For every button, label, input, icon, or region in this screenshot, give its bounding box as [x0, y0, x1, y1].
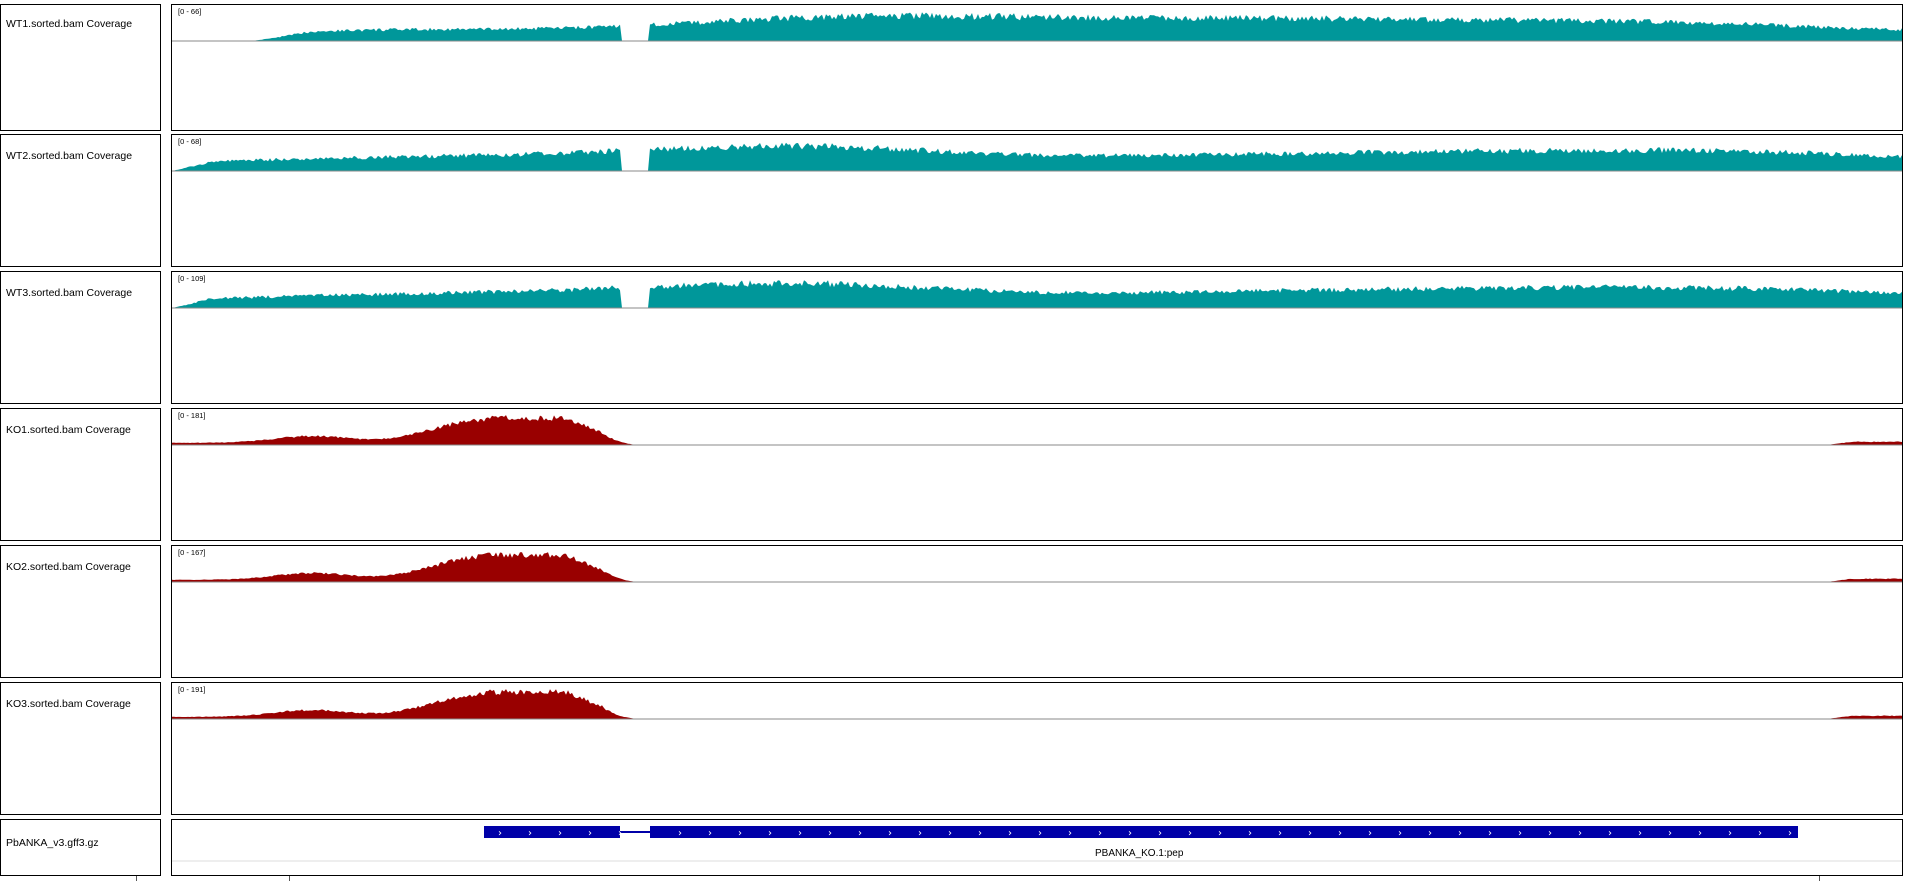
strand-arrow: › [1488, 828, 1492, 839]
track-name-label: KO1.sorted.bam Coverage [6, 424, 131, 436]
ruler-tick [1819, 876, 1820, 881]
data-range-label: [0 - 68] [178, 137, 202, 146]
strand-arrow: › [1608, 828, 1612, 839]
strand-arrow: › [1788, 828, 1792, 839]
ruler-tick [289, 876, 290, 881]
strand-arrow: › [498, 828, 502, 839]
coverage-plot [172, 552, 1902, 583]
track-name-label: WT2.sorted.bam Coverage [6, 150, 133, 162]
strand-arrow: › [588, 828, 592, 839]
annotation-name-label: PbANKA_v3.gff3.gz [6, 837, 99, 849]
track-name-panel-wt1[interactable]: WT1.sorted.bam Coverage [0, 4, 161, 131]
strand-arrow: › [1038, 828, 1042, 839]
data-range-label: [0 - 191] [178, 685, 206, 694]
strand-arrow: › [1398, 828, 1402, 839]
coverage-area [172, 552, 1902, 582]
exon-block [484, 826, 620, 838]
strand-arrow: › [528, 828, 532, 839]
ruler-tick [136, 876, 137, 881]
strand-arrow: › [858, 828, 862, 839]
data-range-label: [0 - 109] [178, 274, 206, 283]
coverage-panel-wt2[interactable]: [0 - 68] [171, 134, 1903, 267]
coverage-area [172, 280, 1902, 308]
strand-arrow: › [1008, 828, 1012, 839]
strand-arrow: › [1278, 828, 1282, 839]
strand-arrow: › [1218, 828, 1222, 839]
strand-arrow: › [798, 828, 802, 839]
strand-arrow: › [948, 828, 952, 839]
strand-arrow: › [1248, 828, 1252, 839]
data-range-label: [0 - 181] [178, 411, 206, 420]
coverage-panel-ko3[interactable]: [0 - 191] [171, 682, 1903, 815]
track-name-panel-wt2[interactable]: WT2.sorted.bam Coverage [0, 134, 161, 267]
strand-arrow: › [1188, 828, 1192, 839]
coverage-area [172, 12, 1902, 41]
exon-block [650, 826, 1798, 838]
strand-arrow: › [1668, 828, 1672, 839]
feature-label: PBANKA_KO.1:pep [1095, 848, 1184, 859]
coverage-panel-ko2[interactable]: [0 - 167] [171, 545, 1903, 678]
strand-arrow: › [918, 828, 922, 839]
track-name-panel-wt3[interactable]: WT3.sorted.bam Coverage [0, 271, 161, 404]
strand-arrow: › [1728, 828, 1732, 839]
strand-arrow: › [1428, 828, 1432, 839]
track-name-panel-ko3[interactable]: KO3.sorted.bam Coverage [0, 682, 161, 815]
coverage-area [172, 142, 1902, 171]
strand-arrow: › [888, 828, 892, 839]
strand-arrow: › [1638, 828, 1642, 839]
strand-arrow: › [1758, 828, 1762, 839]
strand-arrow: › [738, 828, 742, 839]
strand-arrow: › [978, 828, 982, 839]
bottom-scroll-bar[interactable] [0, 876, 1919, 881]
coverage-plot [172, 280, 1902, 309]
strand-arrow: › [708, 828, 712, 839]
right-scroll-strip[interactable] [1903, 0, 1919, 881]
coverage-area [172, 415, 1902, 445]
track-name-label: WT3.sorted.bam Coverage [6, 287, 133, 299]
strand-arrow: › [1098, 828, 1102, 839]
strand-arrow: › [1698, 828, 1702, 839]
strand-arrow: › [1308, 828, 1312, 839]
strand-arrow: › [1518, 828, 1522, 839]
gene-feature[interactable]: › › › › › › › › › › › › › › › › › › › › › › › › › › › › › › › › › › › › › › › ›… [172, 820, 1903, 876]
strand-arrow: › [1548, 828, 1552, 839]
coverage-panel-wt3[interactable]: [0 - 109] [171, 271, 1903, 404]
track-name-panel-ko2[interactable]: KO2.sorted.bam Coverage [0, 545, 161, 678]
strand-arrow: › [1458, 828, 1462, 839]
data-range-label: [0 - 167] [178, 548, 206, 557]
coverage-plot [172, 142, 1902, 172]
strand-arrow: › [558, 828, 562, 839]
coverage-plot [172, 689, 1902, 720]
track-name-panel-annotation[interactable]: PbANKA_v3.gff3.gz [0, 819, 161, 876]
coverage-panel-wt1[interactable]: [0 - 66] [171, 4, 1903, 131]
strand-arrow: › [618, 828, 622, 839]
track-name-label: KO3.sorted.bam Coverage [6, 698, 131, 710]
data-range-label: [0 - 66] [178, 7, 202, 16]
strand-arrow: › [768, 828, 772, 839]
coverage-area [172, 689, 1902, 719]
strand-arrow: › [828, 828, 832, 839]
track-name-panel-ko1[interactable]: KO1.sorted.bam Coverage [0, 408, 161, 541]
strand-arrow: › [1128, 828, 1132, 839]
strand-arrow: › [1578, 828, 1582, 839]
strand-arrow: › [1158, 828, 1162, 839]
strand-arrow: › [1338, 828, 1342, 839]
annotation-panel[interactable]: › › › › › › › › › › › › › › › › › › › › › › › › › › › › › › › › › › › › › › › ›… [171, 819, 1903, 876]
strand-arrow: › [678, 828, 682, 839]
strand-arrow: › [1368, 828, 1372, 839]
track-name-label: WT1.sorted.bam Coverage [6, 18, 133, 30]
coverage-plot [172, 12, 1902, 42]
strand-arrow: › [1068, 828, 1072, 839]
coverage-plot [172, 415, 1902, 446]
track-name-label: KO2.sorted.bam Coverage [6, 561, 131, 573]
coverage-panel-ko1[interactable]: [0 - 181] [171, 408, 1903, 541]
